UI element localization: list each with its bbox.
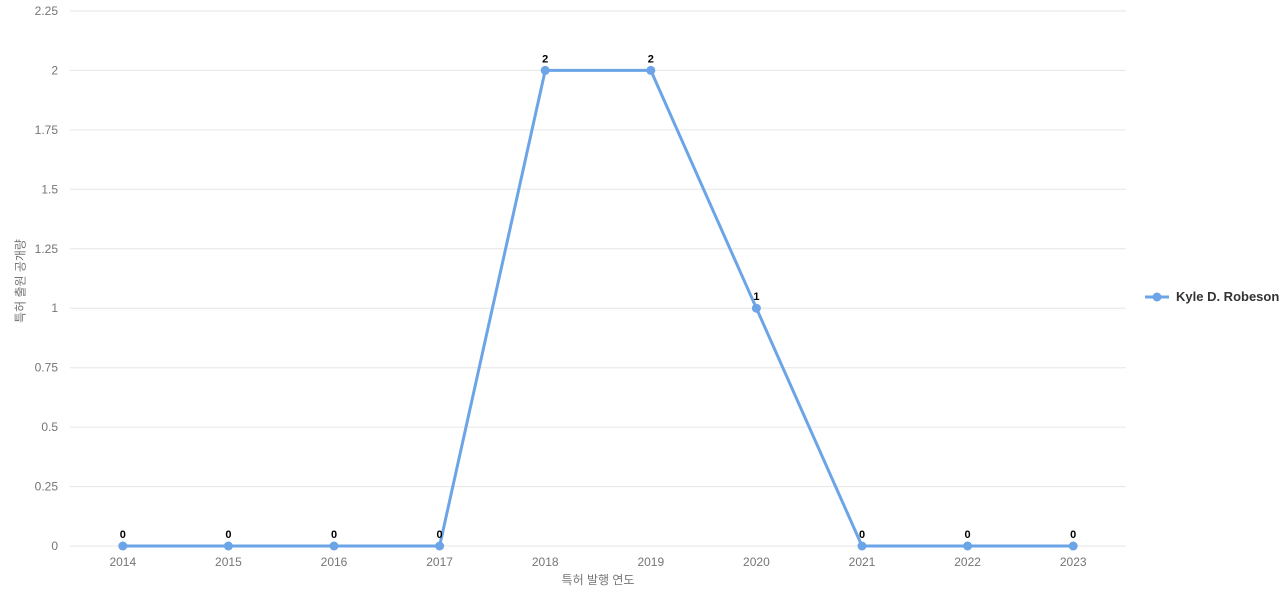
y-tick-label: 0 [51,539,58,553]
x-tick-label: 2019 [637,555,664,569]
data-point-label: 2 [648,53,654,65]
y-tick-label: 1.25 [35,242,59,256]
legend-line-marker-icon [1145,292,1169,301]
data-point-marker[interactable] [963,541,973,551]
x-tick-label: 2015 [215,555,242,569]
legend-dot [1152,292,1162,301]
series-line [121,68,1075,548]
data-point-label: 0 [437,529,443,541]
y-tick-label: 1 [51,301,58,315]
x-tick-label: 2014 [109,555,136,569]
x-axis-title: 특허 발행 연도 [561,573,635,587]
x-tick-label: 2022 [954,555,981,569]
y-axis-title: 특허 출원 공개량 [13,239,28,323]
x-tick-label: 2021 [849,555,876,569]
data-point-marker[interactable] [435,541,445,551]
data-point-label: 2 [542,53,548,65]
legend[interactable]: Kyle D. Robeson [1145,289,1279,304]
data-point-label: 0 [965,529,971,541]
x-tick-label: 2017 [426,555,453,569]
y-tick-label: 2 [51,63,58,77]
data-point-marker[interactable] [329,541,339,551]
data-point-marker[interactable] [646,65,656,75]
data-point-label: 0 [225,529,231,541]
y-tick-label: 0.25 [35,480,59,494]
data-point-marker[interactable] [1068,541,1078,551]
y-tick-label: 0.5 [41,420,58,434]
x-tick-label: 2023 [1060,555,1087,569]
y-tick-label: 1.5 [41,182,58,196]
y-tick-label: 0.75 [35,361,59,375]
x-tick-label: 2020 [743,555,770,569]
data-point-marker[interactable] [118,541,128,551]
data-point-marker[interactable] [540,65,550,75]
data-point-label: 1 [753,291,759,303]
data-point-label: 0 [1070,529,1076,541]
data-point-marker[interactable] [857,541,867,551]
data-point-label: 0 [859,529,865,541]
y-tick-label: 2.25 [35,4,59,18]
data-point-label: 0 [331,529,337,541]
data-point-marker[interactable] [751,303,761,313]
x-tick-label: 2018 [532,555,559,569]
legend-label: Kyle D. Robeson [1176,289,1280,304]
x-tick-label: 2016 [321,555,348,569]
data-point-label: 0 [120,529,126,541]
y-tick-label: 1.75 [35,123,59,137]
data-point-marker[interactable] [223,541,233,551]
